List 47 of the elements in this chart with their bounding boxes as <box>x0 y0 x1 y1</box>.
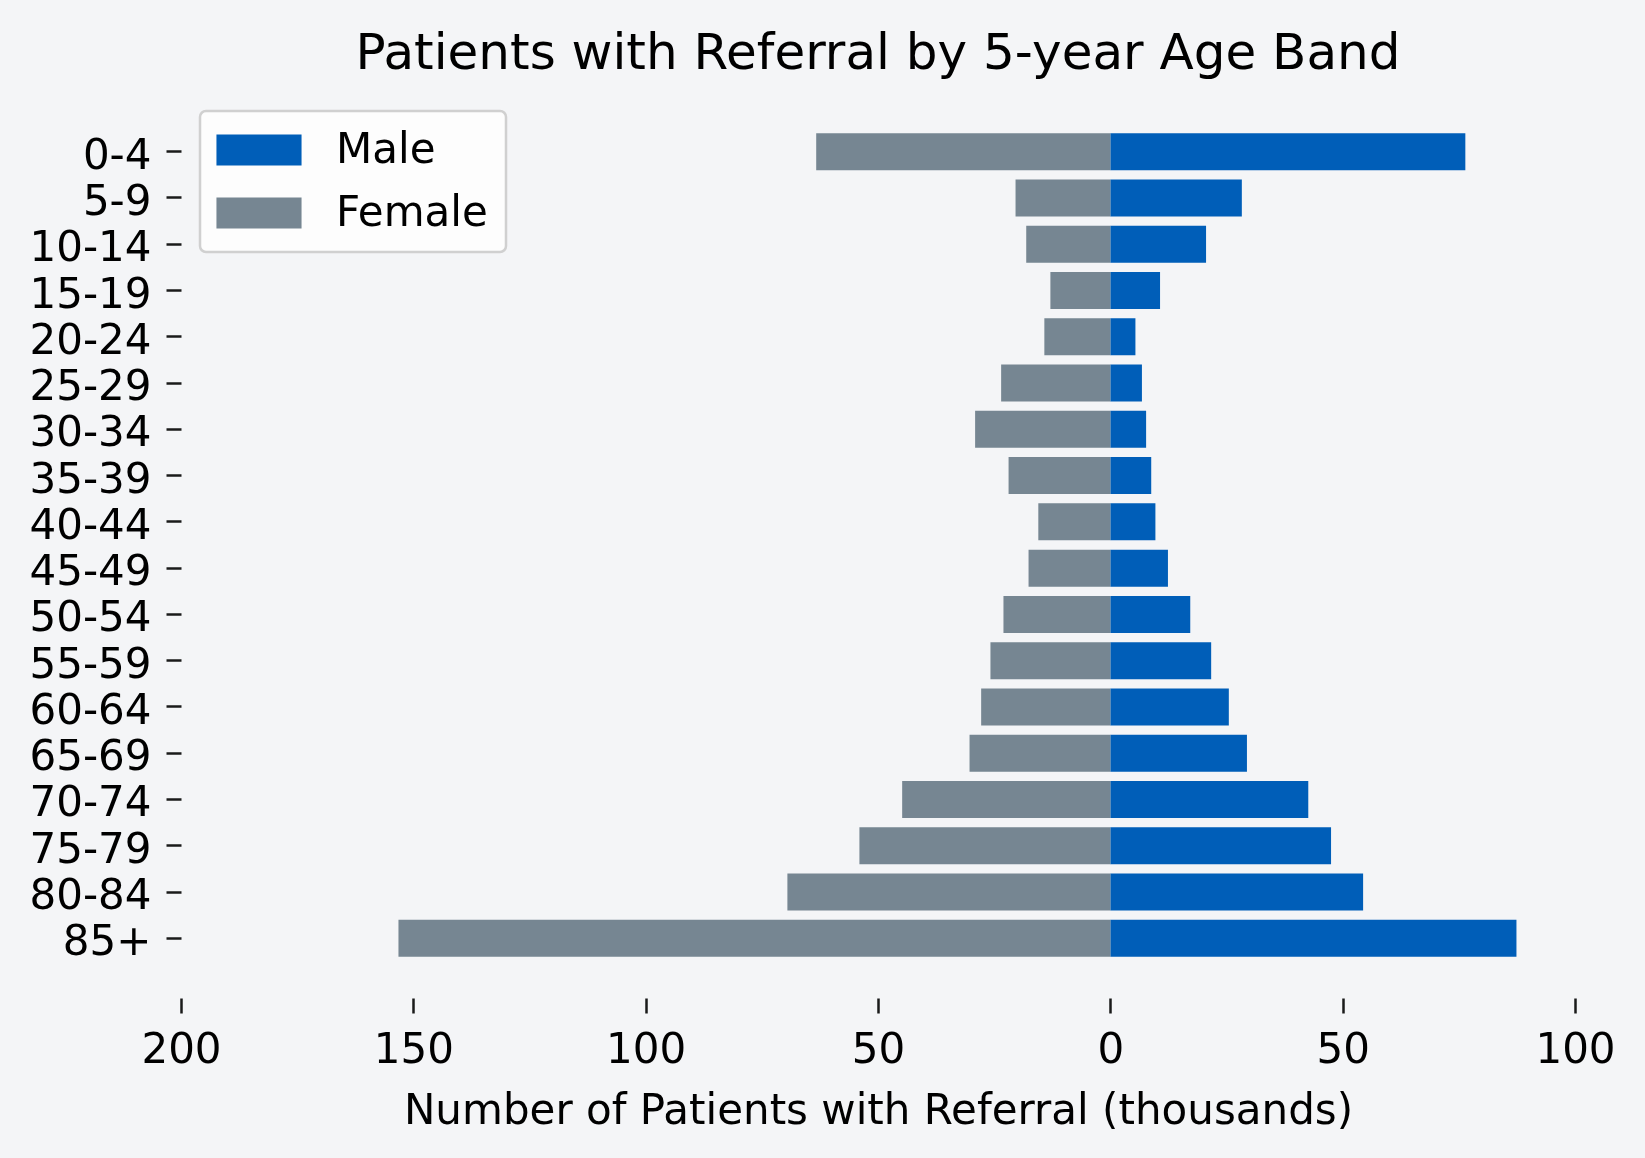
bar <box>1003 595 1111 633</box>
bar <box>981 688 1111 726</box>
bar <box>1110 549 1168 587</box>
bar <box>859 827 1111 865</box>
bar <box>1110 272 1161 310</box>
bar <box>990 642 1111 680</box>
bar <box>969 734 1111 772</box>
bar <box>1008 457 1111 495</box>
bar <box>1110 225 1207 263</box>
bar <box>1110 827 1332 865</box>
bar <box>1110 503 1156 541</box>
bar <box>1038 503 1111 541</box>
bar <box>1110 179 1242 217</box>
bar <box>1110 133 1466 171</box>
x-axis-title: Number of Patients with Referral (thousands) <box>403 1084 1354 1134</box>
bar <box>902 780 1111 818</box>
x-tick-label: 200 <box>141 1023 222 1073</box>
legend-label: Male <box>336 124 436 173</box>
x-tick-label: 150 <box>373 1023 454 1073</box>
bar <box>1110 734 1247 772</box>
bar <box>1028 549 1111 587</box>
x-tick-label: 100 <box>606 1023 687 1073</box>
bar <box>1110 873 1364 911</box>
bar <box>816 133 1111 171</box>
x-tick-label: 0 <box>1097 1023 1125 1073</box>
bar <box>787 873 1111 911</box>
bar <box>1026 225 1111 263</box>
bar <box>1110 688 1229 726</box>
bar <box>1110 318 1136 356</box>
bar <box>1110 457 1152 495</box>
bar <box>1001 364 1111 402</box>
legend-label: Female <box>336 187 488 236</box>
bar <box>1015 179 1111 217</box>
bar <box>1110 919 1517 957</box>
x-tick-label: 50 <box>851 1023 906 1073</box>
bar <box>398 919 1111 957</box>
bar <box>1110 410 1147 448</box>
bar <box>1050 272 1111 310</box>
bar <box>1110 780 1309 818</box>
bar <box>1044 318 1111 356</box>
x-tick-label: 100 <box>1535 1023 1616 1073</box>
bar <box>975 410 1111 448</box>
bar <box>1110 642 1212 680</box>
bar <box>1110 595 1191 633</box>
x-tick-label: 50 <box>1316 1023 1370 1073</box>
chart-title: Patients with Referral by 5-year Age Band <box>355 23 1401 81</box>
bar <box>1110 364 1142 402</box>
